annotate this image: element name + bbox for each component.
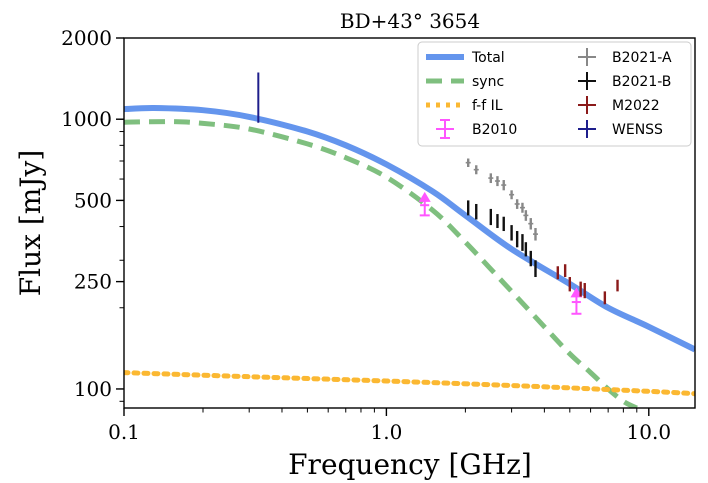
x-tick-label: 10.0 — [627, 420, 672, 444]
legend-item-total: Total — [426, 50, 505, 66]
point-b2021-a — [519, 202, 525, 213]
x-tick-label: 1.0 — [370, 420, 402, 444]
legend-label-b2021-a: B2021-A — [612, 50, 672, 66]
point-b2021-a — [488, 173, 494, 184]
model-curves — [124, 104, 695, 408]
legend-label-m2022: M2022 — [612, 98, 660, 114]
point-b2010 — [570, 287, 583, 315]
point-b2021-a — [523, 210, 529, 221]
legend-label-b2021-b: B2021-B — [612, 74, 671, 90]
point-b2021-a — [528, 218, 534, 230]
arrow-marker-b2010 — [570, 287, 583, 298]
legend-item-b2021-a: B2021-A — [578, 48, 672, 66]
legend-label-b2010: B2010 — [472, 122, 517, 138]
y-tick-label: 250 — [74, 270, 112, 294]
curve-sync — [124, 119, 638, 408]
legend-item-sync: sync — [426, 74, 504, 90]
y-tick-label: 100 — [74, 377, 112, 401]
arrow-marker-b2010 — [418, 191, 431, 202]
y-axis-ticks: 100 250 500 1000 2000 — [61, 26, 124, 402]
y-axis-label: Flux [mJy] — [14, 150, 47, 297]
y-tick-label: 2000 — [61, 26, 112, 50]
point-b2021-a — [509, 190, 515, 200]
legend-label-f-f-il: f-f IL — [472, 98, 503, 114]
x-axis-ticks: 0.1 1.0 10.0 — [108, 408, 671, 444]
plot-frame — [123, 37, 696, 409]
point-b2021-a — [501, 180, 507, 191]
legend-box — [417, 41, 692, 147]
legend-item-b2010: B2010 — [436, 119, 517, 139]
y-tick-label: 1000 — [61, 107, 112, 131]
legend-item-m2022: M2022 — [578, 96, 660, 114]
x-tick-label: 0.1 — [108, 420, 140, 444]
legend-item-b2021-b: B2021-B — [578, 72, 671, 90]
point-b2021-a — [514, 199, 520, 209]
curve-f-f-il — [124, 370, 695, 397]
legend-item-wenss: WENSS — [578, 120, 663, 138]
point-b2021-a — [473, 165, 479, 175]
data-points — [257, 72, 619, 315]
legend-item-f-f-il: f-f IL — [426, 98, 503, 114]
point-b2021-a — [532, 228, 538, 241]
point-b2010 — [418, 191, 431, 217]
legend-label-sync: sync — [472, 74, 504, 90]
chart-title: BD+43° 3654 — [340, 9, 480, 33]
curve-total — [124, 104, 695, 353]
y-tick-label: 500 — [74, 188, 112, 212]
point-b2021-a — [494, 176, 500, 187]
x-axis-label: Frequency [GHz] — [288, 448, 532, 481]
legend-label-wenss: WENSS — [612, 122, 663, 138]
point-b2021-a — [465, 158, 471, 167]
legend-label-total: Total — [471, 50, 505, 66]
legend: Total sync f-f IL B2010 B2021-A B2021-B M2022 W… — [417, 41, 692, 147]
